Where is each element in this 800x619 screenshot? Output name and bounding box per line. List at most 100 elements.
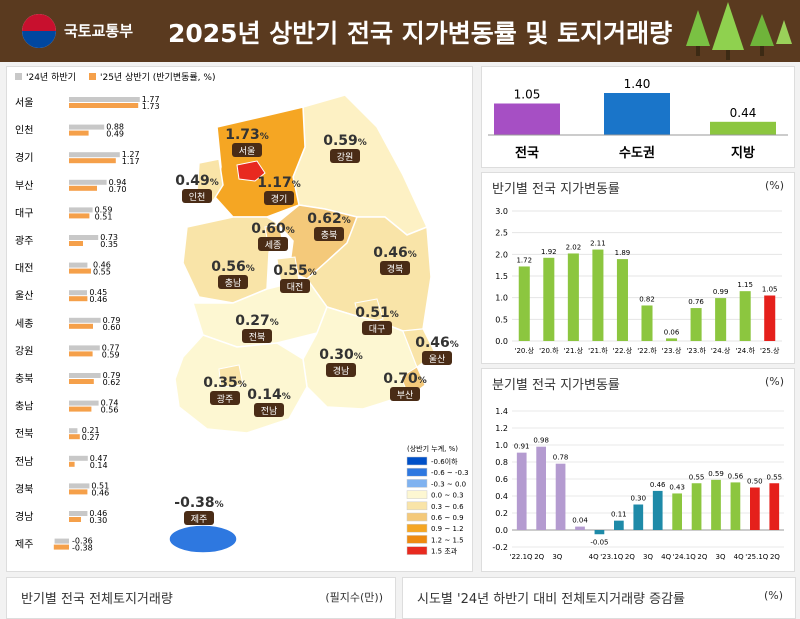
region-prev-value-12: 0.21: [82, 426, 100, 435]
ministry-name: 국토교통부: [64, 22, 134, 40]
region-prev-bar-2: [69, 152, 120, 158]
trade-volume-panel: 반기별 전국 전체토지거래량 (필지수(만)): [6, 577, 396, 619]
quarter-ytick-5: 0.8: [495, 458, 508, 467]
quarter-ytick-2: 0.2: [495, 509, 508, 518]
region-name-7: 울산: [15, 290, 33, 302]
map-value-9: 0.51%: [355, 305, 399, 321]
quarter-ytick-0: -0.2: [492, 543, 508, 552]
quarter-bar-10: [711, 479, 721, 530]
half-data-label-0: 1.72: [516, 256, 532, 264]
region-prev-bar-12: [69, 428, 78, 434]
region-prev-value-7: 0.45: [89, 288, 107, 297]
half-bar-5: [641, 305, 653, 341]
half-data-label-4: 1.89: [615, 249, 631, 257]
quarter-xtick-8: 4Q: [661, 553, 671, 561]
region-prev-bar-6: [69, 262, 88, 268]
region-curr-bar-4: [69, 213, 90, 219]
region-prev-value-9: 0.77: [102, 343, 120, 352]
map-region-tag-5: [258, 237, 288, 251]
quarter-data-label-3: 0.04: [572, 517, 588, 525]
quarter-data-label-10: 0.59: [708, 470, 724, 478]
region-curr-value-7: 0.46: [89, 295, 107, 304]
quarter-bar-7: [652, 490, 663, 530]
map-region-name-9: 대구: [369, 324, 386, 335]
region-name-16: 제주: [15, 539, 33, 551]
half-ytick-1: 0.5: [495, 315, 508, 324]
half-year-chart: 0.0 0.5 1.0 1.5 2.0 2.5 3.0 1.72 '20.상 1.92 '20.하 2…: [495, 207, 782, 355]
summary-value-0: 1.05: [514, 88, 541, 102]
map-region-gwangju[interactable]: [218, 364, 244, 388]
map-region-tag-0: [232, 143, 262, 157]
tree-decoration-icon: [686, 2, 792, 60]
region-prev-value-0: 1.77: [142, 95, 160, 104]
region-name-4: 대구: [15, 207, 33, 219]
header-bar: 국토교통부 2025년 상반기 전국 지가변동률 및 토지거래량: [0, 0, 800, 62]
map-value-13: 0.35%: [203, 375, 247, 391]
trade-change-unit: (%): [763, 589, 783, 602]
summary-bar-2: [710, 121, 776, 135]
half-year-panel: 반기별 전국 지가변동률 (%) 0.0 0.5 1.0 1.5 2.0 2.5 3.0 1.…: [481, 172, 795, 364]
region-name-10: 충북: [15, 373, 33, 385]
region-curr-value-1: 0.49: [106, 130, 124, 139]
region-curr-value-16: -0.38: [72, 544, 93, 553]
region-curr-value-11: 0.56: [101, 406, 119, 415]
half-bar-6: [666, 338, 678, 341]
region-curr-value-0: 1.73: [142, 102, 160, 111]
region-prev-value-11: 0.74: [101, 399, 119, 408]
region-prev-bar-16: [54, 538, 69, 544]
region-curr-value-15: 0.30: [89, 516, 107, 525]
region-curr-bar-11: [69, 406, 92, 412]
summary-chart: 1.05 전국 1.40 수도권 0.44 지방: [488, 77, 788, 161]
map-region-name-11: 울산: [429, 354, 446, 365]
map-region-seoul[interactable]: [236, 160, 266, 182]
region-name-3: 부산: [15, 180, 33, 192]
half-data-label-9: 1.15: [737, 281, 753, 289]
region-curr-value-9: 0.59: [102, 350, 120, 359]
region-prev-value-15: 0.46: [89, 509, 107, 518]
map-legend-label-4: 0.3 ~ 0.6: [431, 503, 464, 511]
map-region-tag-16: [184, 511, 214, 525]
region-name-12: 전북: [15, 428, 33, 440]
map-region-tag-7: [280, 279, 310, 293]
region-prev-bar-15: [69, 511, 88, 516]
map-region-jeju[interactable]: [168, 524, 238, 554]
map-value-2: 1.17%: [257, 175, 301, 191]
quarter-ytick-6: 1.0: [495, 441, 508, 450]
half-ytick-4: 2.0: [495, 250, 508, 259]
region-name-6: 대전: [15, 263, 33, 275]
region-curr-value-12: 0.27: [82, 433, 100, 442]
quarter-data-label-7: 0.46: [650, 481, 666, 489]
half-ytick-0: 0.0: [495, 337, 508, 346]
summary-label-1: 수도권: [619, 146, 655, 161]
region-name-8: 세종: [15, 318, 33, 330]
map-region-name-4: 충북: [321, 230, 338, 241]
map-region-tag-4: [314, 227, 344, 241]
legend-curr-label: '25년 상반기 (반기변동률, %): [100, 72, 215, 83]
quarter-chart-unit: (%): [764, 375, 784, 388]
map-region-chungnam[interactable]: [182, 216, 278, 304]
half-xtick-0: '20.상: [515, 346, 535, 355]
regional-panel: '24년 하반기 '25년 상반기 (반기변동률, %) 서울 1.77 1.73 인…: [6, 66, 473, 572]
map-region-name-1: 인천: [189, 192, 206, 203]
quarter-data-label-8: 0.43: [669, 483, 685, 491]
quarter-bar-13: [769, 483, 780, 530]
quarter-data-label-6: 0.30: [630, 495, 646, 503]
quarter-xtick-9: '24.1Q: [673, 553, 697, 561]
map-region-tag-1: [182, 189, 212, 203]
half-xtick-2: '21.상: [564, 346, 584, 355]
summary-value-2: 0.44: [730, 106, 757, 120]
quarter-bar-9: [691, 483, 702, 530]
region-curr-value-2: 1.17: [122, 157, 140, 166]
quarter-xtick-7: 3Q: [643, 553, 653, 561]
half-ytick-2: 1.0: [495, 294, 508, 303]
trade-volume-unit: (필지수(만)): [325, 591, 383, 604]
region-name-2: 경기: [15, 151, 33, 164]
quarter-bar-5: [614, 520, 624, 530]
quarter-xtick-14: 2Q: [770, 553, 780, 561]
map-legend-label-6: 0.9 ~ 1.2: [431, 525, 464, 533]
map-region-name-12: 경남: [333, 365, 350, 377]
half-xtick-4: '22.상: [613, 346, 633, 355]
region-name-11: 충남: [15, 401, 33, 413]
map-value-15: 0.70%: [383, 371, 427, 387]
map-legend-swatch-7: [406, 535, 428, 544]
